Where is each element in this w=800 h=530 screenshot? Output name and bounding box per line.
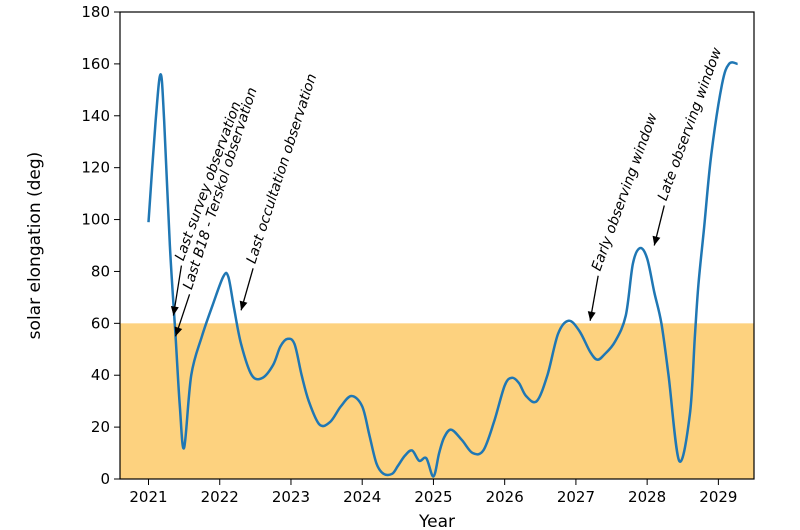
y-tick-label: 100 — [81, 211, 110, 229]
x-axis-ticks: 2021 2022 2023 2024 2025 2026 2027 2028 2029 — [129, 479, 737, 506]
annotation-arrow-head — [652, 235, 661, 246]
y-tick-label: 40 — [91, 366, 110, 384]
x-tick-label: 2027 — [557, 488, 595, 506]
y-tick-label: 180 — [81, 3, 110, 21]
y-tick-label: 60 — [91, 314, 110, 332]
annotation-arrow-head — [170, 306, 179, 316]
x-axis-label: Year — [418, 512, 455, 530]
y-tick-label: 120 — [81, 159, 110, 177]
annotation: Last B18 - Terskol observation — [174, 86, 261, 337]
series-line — [147, 61, 738, 478]
annotation-arrow-head — [239, 300, 248, 311]
x-tick-label: 2021 — [129, 488, 167, 506]
annotation-arrow-head — [587, 311, 596, 321]
y-tick-label: 0 — [100, 470, 110, 488]
annotation-label: Early observing window — [589, 111, 661, 273]
y-tick-label: 80 — [91, 262, 110, 280]
y-tick-label: 140 — [81, 107, 110, 125]
x-tick-label: 2028 — [628, 488, 666, 506]
x-tick-label: 2025 — [414, 488, 452, 506]
plot-frame — [119, 11, 755, 480]
annotation: Late observing window — [652, 45, 725, 246]
y-axis-label: solar elongation (deg) — [25, 152, 45, 340]
x-tick-label: 2029 — [699, 488, 737, 506]
x-tick-label: 2022 — [201, 488, 239, 506]
y-tick-label: 20 — [91, 418, 110, 436]
annotation-arrow-head — [174, 326, 183, 337]
y-axis-ticks: 0 20 40 60 80 100 120 140 160 180 — [81, 3, 120, 488]
x-tick-label: 2023 — [272, 488, 310, 506]
y-tick-label: 160 — [81, 55, 110, 73]
x-tick-label: 2026 — [486, 488, 524, 506]
annotation: Early observing window — [587, 111, 661, 321]
observable-band — [120, 323, 754, 479]
x-tick-label: 2024 — [343, 488, 381, 506]
